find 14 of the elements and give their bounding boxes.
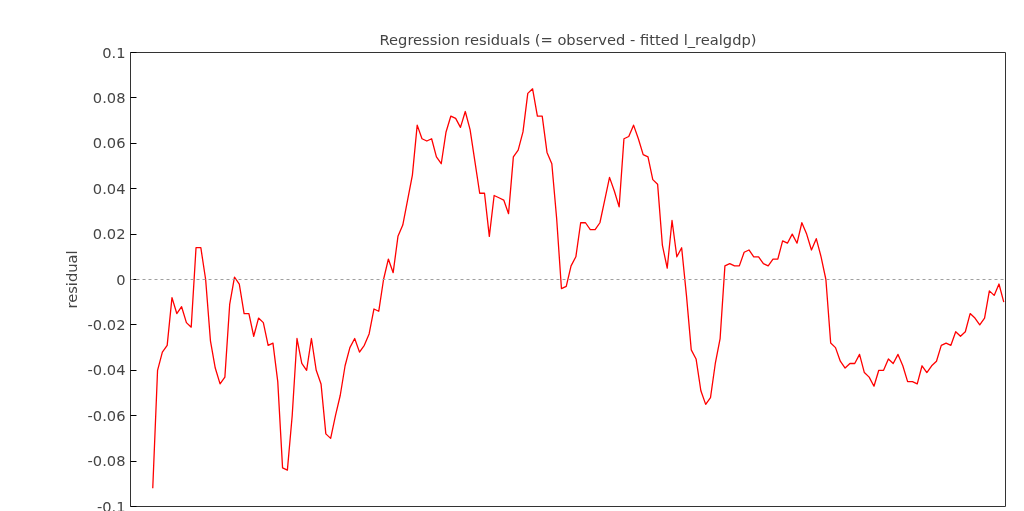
y-tick-label: 0.1 bbox=[102, 43, 126, 61]
line-series bbox=[152, 88, 1005, 489]
y-tick-label: 0.06 bbox=[92, 134, 126, 152]
y-tick-label: 0.02 bbox=[92, 225, 126, 243]
y-axis-title: residual bbox=[62, 250, 80, 309]
y-tick-label: -0.06 bbox=[87, 406, 126, 424]
y-tick-label: -0.02 bbox=[87, 315, 126, 333]
y-tick-label: -0.04 bbox=[87, 361, 126, 379]
chart-title: Regression residuals (= observed - fitted l_realgdp) bbox=[379, 30, 757, 48]
y-tick-label: 0.04 bbox=[92, 179, 126, 197]
y-tick-label: -0.1 bbox=[96, 497, 126, 511]
y-tick-label: 0 bbox=[116, 270, 126, 288]
y-tick-label: -0.08 bbox=[87, 452, 126, 470]
y-tick-label: 0.08 bbox=[92, 88, 126, 106]
